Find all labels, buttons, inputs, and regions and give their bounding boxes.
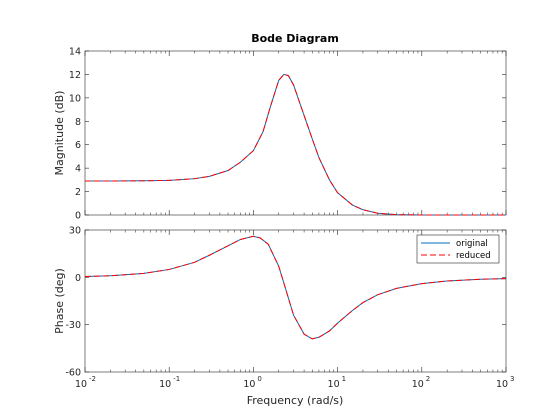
legend-label-reduced: reduced bbox=[456, 251, 491, 261]
magnitude-series-reduced bbox=[85, 73, 506, 216]
xtick-label: 10 bbox=[328, 379, 340, 390]
magnitude-panel: 0 2 4 6 8 10 12 14 Magnitude (dB) bbox=[53, 47, 507, 222]
phase-ytick-label: 30 bbox=[69, 226, 81, 237]
phase-ytick-label: -60 bbox=[65, 368, 81, 379]
magnitude-axes-box bbox=[84, 50, 507, 216]
xtick-label-exponent: 1 bbox=[342, 375, 346, 383]
xtick-label-exponent: 0 bbox=[257, 375, 261, 383]
x-axis-label: Frequency (rad/s) bbox=[247, 394, 344, 407]
xtick-label: 10 bbox=[496, 379, 508, 390]
legend-label-original: original bbox=[456, 239, 488, 249]
phase-axis-label: Phase (deg) bbox=[53, 268, 66, 334]
xtick-label: 10 bbox=[159, 379, 171, 390]
magnitude-ytick-label: 8 bbox=[75, 117, 81, 128]
legend: original reduced bbox=[416, 234, 500, 264]
xtick-label: 10 bbox=[75, 379, 87, 390]
xtick-label-exponent: -1 bbox=[173, 375, 180, 383]
legend-box bbox=[416, 234, 500, 264]
xtick-label: 10 bbox=[243, 379, 255, 390]
phase-ytick-label: 0 bbox=[75, 273, 81, 284]
xtick-label-exponent: 3 bbox=[510, 375, 514, 383]
phase-series-reduced bbox=[84, 235, 507, 340]
magnitude-ytick-label: 2 bbox=[75, 187, 81, 198]
xtick-label: 10 bbox=[412, 379, 424, 390]
phase-ytick-label: -30 bbox=[65, 320, 81, 331]
xtick-label-exponent: -2 bbox=[89, 375, 96, 383]
xtick-label-exponent: 2 bbox=[426, 375, 430, 383]
magnitude-ytick-label: 6 bbox=[75, 140, 81, 151]
magnitude-ytick-label: 0 bbox=[75, 211, 81, 222]
chart-title: Bode Diagram bbox=[251, 32, 339, 45]
magnitude-ytick-label: 10 bbox=[69, 93, 81, 104]
magnitude-ytick-label: 12 bbox=[69, 70, 81, 81]
magnitude-ytick-label: 4 bbox=[75, 164, 81, 175]
magnitude-axis-label: Magnitude (dB) bbox=[53, 91, 66, 176]
phase-panel: -60 -30 0 30 Phase (deg) original reduced bbox=[53, 226, 507, 379]
magnitude-ytick-label: 14 bbox=[69, 47, 81, 58]
